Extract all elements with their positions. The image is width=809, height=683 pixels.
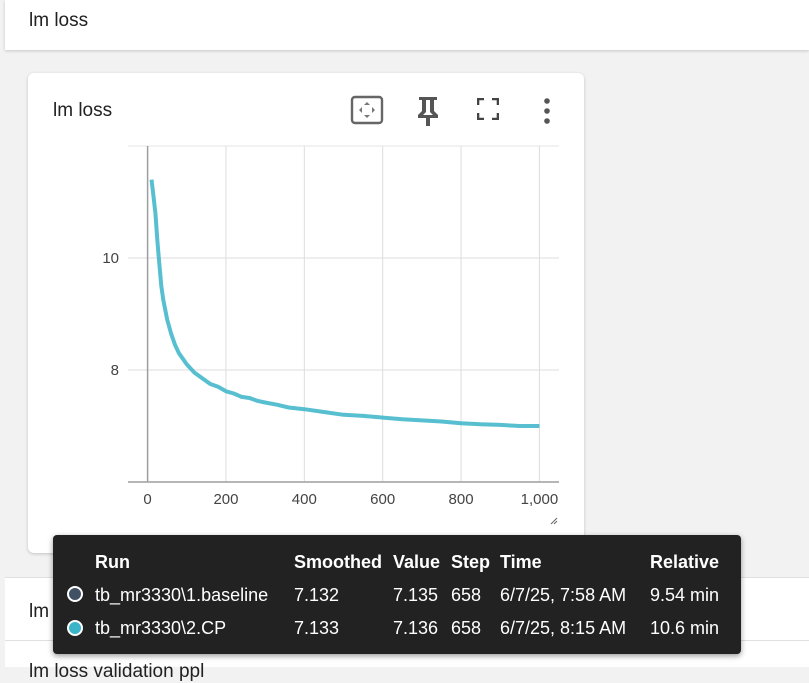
row-step: 658	[451, 585, 482, 605]
series-line	[149, 179, 540, 428]
section-label: lm loss validation ppl	[29, 661, 205, 682]
y-tick-label: 10	[102, 250, 119, 267]
x-tick-label: 0	[143, 491, 151, 508]
chart-tooltip: Run Smoothed Value Step Time Relative tb…	[53, 535, 741, 654]
row-step: 658	[451, 618, 482, 638]
x-tick-label: 800	[449, 491, 474, 508]
row-time: 6/7/25, 8:15 AM	[500, 618, 627, 638]
row-run: tb_mr3330\2.CP	[95, 618, 227, 638]
fit-domain-icon[interactable]	[350, 95, 384, 125]
fullscreen-icon[interactable]	[477, 98, 499, 120]
header-run: Run	[95, 552, 130, 572]
section-header[interactable]: lm loss	[5, 0, 809, 50]
line-chart[interactable]: 0 200 400 600 800 1,000 8 10	[28, 73, 584, 533]
row-relative: 9.54 min	[650, 585, 720, 605]
x-tick-label: 400	[292, 491, 317, 508]
section-title: lm loss	[29, 10, 89, 31]
pin-icon[interactable]	[416, 95, 440, 127]
row-relative: 10.6 min	[650, 618, 720, 638]
x-tick-label: 200	[213, 491, 238, 508]
run-color-dot	[67, 620, 83, 636]
run-color-dot	[67, 586, 83, 602]
row-smoothed: 7.133	[294, 618, 340, 638]
resize-handle-icon[interactable]	[550, 517, 558, 525]
row-run: tb_mr3330\1.baseline	[95, 585, 269, 605]
chart-card: lm loss 0 200 400 600 800 1,000 8 10	[28, 73, 584, 553]
row-time: 6/7/25, 7:58 AM	[500, 585, 627, 605]
card-title: lm loss	[53, 100, 113, 121]
x-tick-label: 1,000	[521, 491, 559, 508]
header-time: Time	[500, 552, 542, 572]
row-smoothed: 7.132	[294, 585, 340, 605]
header-step: Step	[451, 552, 491, 572]
header-value: Value	[393, 552, 441, 572]
more-vert-icon[interactable]	[542, 97, 552, 125]
x-tick-label: 600	[370, 491, 395, 508]
header-relative: Relative	[650, 552, 720, 572]
y-tick-label: 8	[111, 362, 119, 379]
row-value: 7.135	[393, 585, 439, 605]
row-value: 7.136	[393, 618, 439, 638]
header-smoothed: Smoothed	[294, 552, 382, 572]
